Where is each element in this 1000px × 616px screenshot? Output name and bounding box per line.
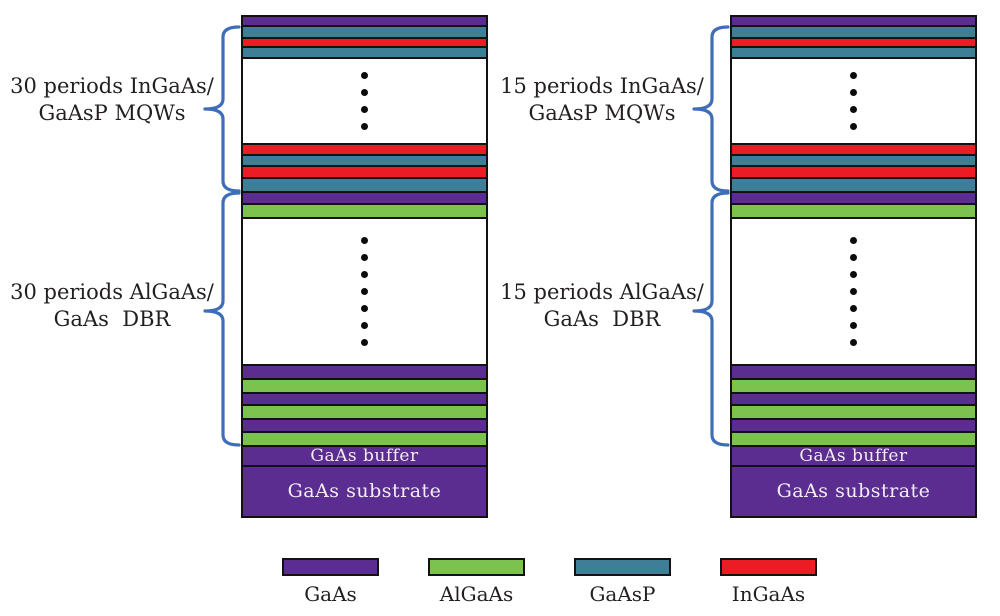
brace-left-mqw-icon [203, 25, 241, 193]
label-right-dbr-line1: 15 periods AlGaAs/ [500, 280, 704, 304]
legend-item-gaasp: GaAsP [572, 558, 673, 606]
layer-gaas-buffer: GaAs buffer [243, 445, 486, 465]
layer-ingaas [732, 165, 975, 177]
layer-gaas [243, 418, 486, 431]
layer-gaas [732, 17, 975, 25]
legend-label: AlGaAs [439, 582, 514, 606]
layer-gaas [732, 418, 975, 431]
legend-swatch-gaas [282, 558, 379, 576]
ellipsis-dot [850, 288, 857, 295]
layer-gaasp [243, 154, 486, 165]
layer-ingaas [732, 143, 975, 154]
layer-gaas [732, 191, 975, 203]
label-right-mqw-line2: GaAsP MQWs [528, 101, 676, 125]
layer-algaas [243, 404, 486, 418]
layer-algaas [243, 431, 486, 445]
legend-item-algaas: AlGaAs [426, 558, 527, 606]
ellipsis-dot [850, 271, 857, 278]
ellipsis-dot [361, 339, 368, 346]
layer-caption: GaAs buffer [799, 445, 908, 466]
layer-algaas [243, 378, 486, 392]
layer-ingaas [243, 165, 486, 177]
layer-algaas [732, 378, 975, 392]
layer-caption: GaAs substrate [287, 480, 442, 502]
layer-ingaas [243, 37, 486, 46]
ellipsis-gap [732, 57, 975, 143]
ellipsis-gap [732, 217, 975, 364]
layer-ingaas [732, 37, 975, 46]
ellipsis-dot [850, 322, 857, 329]
ellipsis-dot [850, 89, 857, 96]
ellipsis-dot [361, 271, 368, 278]
legend-label: GaAs [304, 582, 357, 606]
brace-right-mqw-icon [692, 25, 730, 193]
layer-gaas [243, 191, 486, 203]
layer-gaas [732, 392, 975, 404]
layer-gaas [732, 364, 975, 378]
label-right-dbr-line2: GaAs DBR [543, 307, 661, 331]
layer-algaas [732, 431, 975, 445]
layer-gaasp [243, 177, 486, 191]
layer-stack-left: GaAs buffer GaAs substrate [241, 15, 488, 518]
ellipsis-dot [361, 305, 368, 312]
legend-swatch-ingaas [720, 558, 817, 576]
brace-right-dbr-icon [692, 191, 730, 447]
layer-gaasp [732, 25, 975, 37]
ellipsis-dot [850, 72, 857, 79]
layer-gaasp [243, 25, 486, 37]
layer-caption: GaAs buffer [310, 445, 419, 466]
label-left-dbr-line2: GaAs DBR [53, 307, 171, 331]
legend-label: GaAsP [589, 582, 656, 606]
legend-swatch-algaas [428, 558, 525, 576]
label-right-mqw-line1: 15 periods InGaAs/ [500, 74, 704, 98]
ellipsis-dot [361, 106, 368, 113]
ellipsis-dot [361, 72, 368, 79]
ellipsis-dot [361, 123, 368, 130]
layer-gaas [243, 17, 486, 25]
brace-left-dbr-icon [203, 191, 241, 447]
ellipsis-dot [850, 106, 857, 113]
ellipsis-dot [850, 254, 857, 261]
layer-stack-right: GaAs buffer GaAs substrate [730, 15, 977, 518]
layer-gaas-substrate: GaAs substrate [243, 465, 486, 516]
label-left-mqw-line2: GaAsP MQWs [38, 101, 186, 125]
layer-gaasp [732, 154, 975, 165]
layer-gaasp [732, 46, 975, 57]
layer-algaas [732, 404, 975, 418]
ellipsis-gap [243, 217, 486, 364]
ellipsis-dot [361, 254, 368, 261]
ellipsis-gap [243, 57, 486, 143]
legend-label: InGaAs [731, 582, 806, 606]
label-right-dbr: 15 periods AlGaAs/ GaAs DBR [496, 279, 708, 333]
layer-gaas-substrate: GaAs substrate [732, 465, 975, 516]
layer-ingaas [243, 143, 486, 154]
label-left-mqw: 30 periods InGaAs/ GaAsP MQWs [6, 73, 218, 127]
ellipsis-dot [361, 322, 368, 329]
label-left-dbr-line1: 30 periods AlGaAs/ [10, 280, 214, 304]
ellipsis-dot [850, 237, 857, 244]
label-left-mqw-line1: 30 periods InGaAs/ [10, 74, 214, 98]
label-right-mqw: 15 periods InGaAs/ GaAsP MQWs [496, 73, 708, 127]
legend-item-ingaas: InGaAs [718, 558, 819, 606]
layer-gaas-buffer: GaAs buffer [732, 445, 975, 465]
layer-gaasp [732, 177, 975, 191]
layer-caption: GaAs substrate [776, 480, 931, 502]
legend: GaAs AlGaAs GaAsP InGaAs [280, 558, 819, 606]
legend-swatch-gaasp [574, 558, 671, 576]
layer-algaas [732, 203, 975, 217]
ellipsis-dot [361, 237, 368, 244]
ellipsis-dot [361, 288, 368, 295]
ellipsis-dot [361, 89, 368, 96]
ellipsis-dot [850, 123, 857, 130]
legend-item-gaas: GaAs [280, 558, 381, 606]
layer-gaas [243, 364, 486, 378]
ellipsis-dot [850, 339, 857, 346]
layer-algaas [243, 203, 486, 217]
layer-gaas [243, 392, 486, 404]
label-left-dbr: 30 periods AlGaAs/ GaAs DBR [6, 279, 218, 333]
layer-gaasp [243, 46, 486, 57]
ellipsis-dot [850, 305, 857, 312]
